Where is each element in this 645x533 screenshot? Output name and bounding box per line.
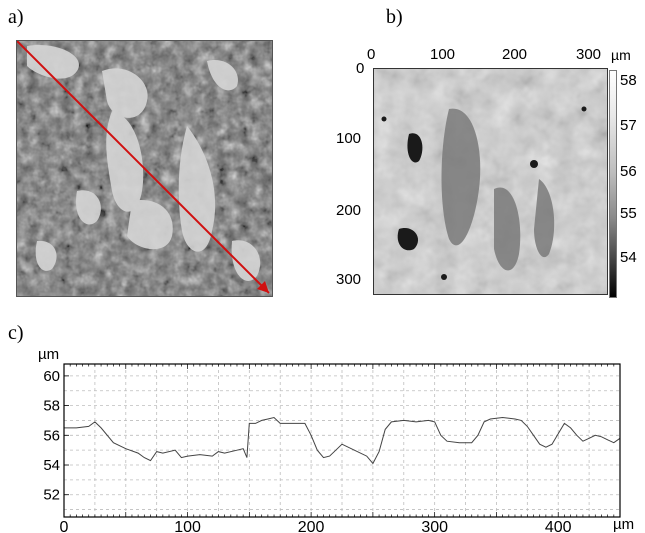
chart-ticks: 0 100 200 300 400 52 54 56 58 60	[43, 364, 621, 533]
profile-chart: µm µm 0 100 200 300 400 52 54 56 58 60	[38, 346, 634, 533]
chart-grid	[63, 364, 621, 517]
x-tick-label: 200	[298, 519, 325, 533]
y-tick-label: 54	[43, 457, 60, 474]
y-tick-label: 58	[43, 398, 60, 415]
panel-b-y-tick: 200	[336, 202, 362, 219]
colorbar-tick: 57	[620, 117, 637, 134]
height-map-image-b	[373, 68, 608, 295]
y-tick-label: 60	[43, 368, 60, 385]
panel-b-x-tick: 200	[502, 46, 528, 63]
profile-arrow-head	[257, 281, 269, 293]
plot-frame	[63, 363, 621, 518]
panel-b-y-tick: 0	[356, 60, 365, 77]
colorbar-tick: 56	[620, 163, 637, 180]
x-tick-label: 0	[60, 519, 69, 533]
chart-series	[64, 416, 621, 465]
x-axis-label: µm	[613, 516, 634, 533]
profile-line	[17, 41, 270, 294]
surface-texture-image	[17, 41, 272, 296]
colorbar	[609, 70, 617, 298]
colorbar-tick: 58	[620, 72, 637, 89]
colorbar-unit: µm	[611, 47, 631, 63]
panel-c-label: c)	[8, 322, 24, 344]
colorbar-tick: 55	[620, 205, 637, 222]
y-tick-label: 52	[43, 487, 60, 504]
panel-b-y-tick: 300	[336, 271, 362, 288]
profile-series-line	[64, 416, 621, 465]
microscopy-image-a	[16, 40, 273, 297]
y-tick-label: 56	[43, 427, 60, 444]
panel-b-x-tick: 0	[367, 46, 376, 63]
panel-b-y-tick: 100	[336, 130, 362, 147]
panel-b-label: b)	[386, 6, 403, 28]
x-tick-label: 400	[545, 519, 572, 533]
panel-b-x-tick: 300	[576, 46, 602, 63]
x-tick-label: 300	[421, 519, 448, 533]
y-axis-label: µm	[38, 346, 59, 363]
panel-a-label: a)	[8, 6, 24, 28]
x-tick-label: 100	[174, 519, 201, 533]
colorbar-tick: 54	[620, 249, 637, 266]
height-map	[374, 69, 607, 294]
panel-b-x-tick: 100	[430, 46, 456, 63]
